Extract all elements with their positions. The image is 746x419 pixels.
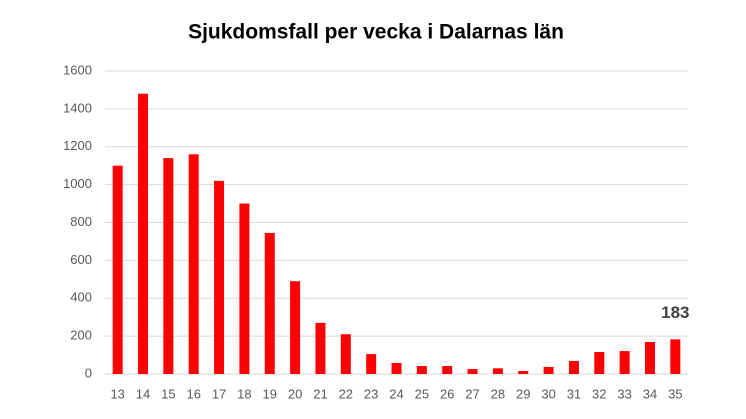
x-tick-label: 24 [389,386,403,401]
bar [214,180,225,374]
y-tick-label: 0 [85,365,92,380]
bar [138,93,149,374]
x-tick-label: 30 [541,386,555,401]
x-tick-label: 18 [237,386,251,401]
x-tick-label: 17 [212,386,226,401]
bar [315,322,326,374]
x-tick-label: 29 [516,386,530,401]
bar [340,334,351,374]
y-tick-label: 1200 [63,138,92,153]
x-tick-label: 27 [465,386,479,401]
bar [619,351,630,374]
x-tick-label: 23 [364,386,378,401]
x-tick-label: 20 [288,386,302,401]
x-tick-label: 28 [491,386,505,401]
bar [391,363,402,374]
value-label: 183 [661,303,689,322]
bar [568,360,579,374]
x-tick-label: 33 [617,386,631,401]
bar [188,154,199,374]
bar [543,366,554,374]
y-tick-label: 1600 [63,62,92,77]
x-tick-label: 19 [263,386,277,401]
bar [492,368,503,374]
bar [518,370,529,374]
bar [163,158,174,374]
y-tick-label: 1000 [63,176,92,191]
chart-title: Sjukdomsfall per vecka i Dalarnas län [188,21,564,44]
bar [467,369,478,374]
bar [264,232,275,374]
y-tick-label: 800 [70,214,92,229]
y-tick-label: 400 [70,290,92,305]
x-tick-label: 14 [136,386,150,401]
x-tick-label: 25 [415,386,429,401]
x-tick-label: 32 [592,386,606,401]
x-tick-label: 13 [110,386,124,401]
x-tick-label: 26 [440,386,454,401]
bar [239,203,250,374]
y-tick-label: 600 [70,252,92,267]
bar [416,366,427,374]
bar [594,352,605,374]
bar [670,339,681,374]
y-tick-label: 1400 [63,100,92,115]
bar [112,165,123,374]
y-tick-label: 200 [70,328,92,343]
x-tick-label: 31 [567,386,581,401]
x-tick-label: 21 [313,386,327,401]
bar [644,341,655,374]
x-tick-label: 22 [339,386,353,401]
bar [290,281,301,374]
x-tick-label: 15 [161,386,175,401]
x-tick-label: 35 [668,386,682,401]
bar [366,354,377,374]
x-tick-label: 34 [643,386,657,401]
x-tick-label: 16 [186,386,200,401]
bar [442,366,453,374]
